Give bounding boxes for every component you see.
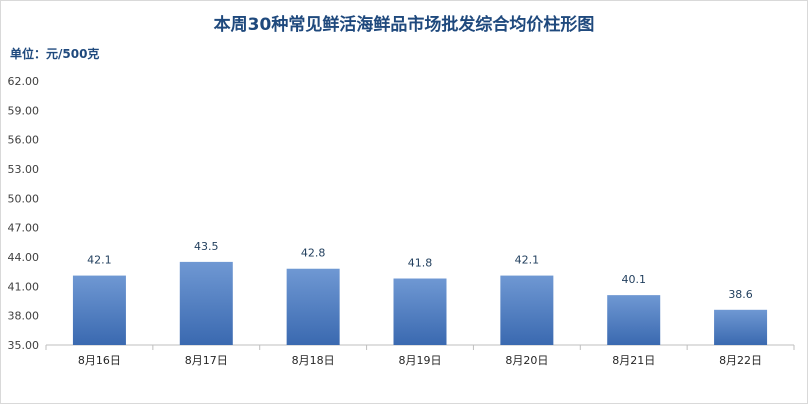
y-tick-label: 56.00 xyxy=(8,134,40,147)
x-tick-label: 8月20日 xyxy=(505,354,548,367)
data-label: 42.1 xyxy=(515,254,540,267)
bar xyxy=(714,309,768,345)
y-tick-label: 62.00 xyxy=(8,75,40,88)
data-label: 42.8 xyxy=(301,247,326,260)
x-tick-label: 8月21日 xyxy=(612,354,655,367)
bar xyxy=(72,275,126,345)
y-tick-label: 41.00 xyxy=(8,280,40,293)
x-tick-label: 8月22日 xyxy=(719,354,762,367)
data-label: 40.1 xyxy=(621,273,646,286)
data-label: 43.5 xyxy=(194,240,219,253)
chart-title: 本周30种常见鲜活海鲜品市场批发综合均价柱形图 xyxy=(213,15,595,35)
x-tick-label: 8月17日 xyxy=(185,354,228,367)
y-tick-label: 38.00 xyxy=(8,310,40,323)
y-tick-label: 53.00 xyxy=(8,163,40,176)
bar xyxy=(286,268,340,345)
bar xyxy=(179,261,233,345)
y-tick-label: 35.00 xyxy=(8,339,40,352)
unit-label: 单位：元/500克 xyxy=(10,47,100,61)
y-tick-label: 44.00 xyxy=(8,251,40,264)
x-tick-label: 8月16日 xyxy=(78,354,121,367)
data-label: 42.1 xyxy=(87,254,112,267)
y-tick-label: 50.00 xyxy=(8,192,40,205)
y-tick-label: 59.00 xyxy=(8,104,40,117)
bar xyxy=(393,278,447,345)
bar xyxy=(500,275,554,345)
y-tick-label: 47.00 xyxy=(8,222,40,235)
bar xyxy=(607,295,661,345)
x-tick-label: 8月19日 xyxy=(399,354,442,367)
data-label: 38.6 xyxy=(728,288,753,301)
x-tick-label: 8月18日 xyxy=(292,354,335,367)
data-label: 41.8 xyxy=(408,257,433,270)
